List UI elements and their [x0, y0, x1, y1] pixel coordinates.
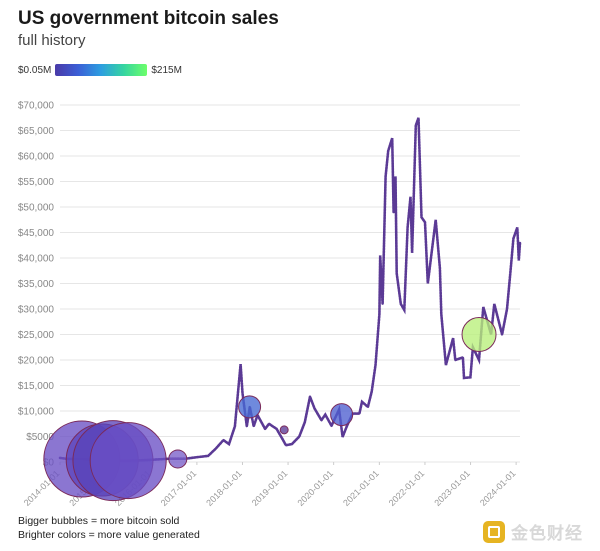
y-tick-label: $55,000: [18, 177, 55, 188]
legend-gradient-bar: [55, 64, 148, 76]
price-series-line: [58, 117, 522, 462]
y-tick-label: $50,000: [18, 203, 55, 214]
legend-min-label: $0.05M: [18, 64, 52, 76]
watermark-text: 金色财经: [511, 524, 583, 543]
watermark: 金色财经: [483, 519, 583, 544]
x-tick-label: 2017-01-01: [159, 468, 199, 508]
y-tick-label: $10,000: [18, 407, 55, 418]
y-tick-label: $25,000: [18, 330, 55, 341]
y-tick-label: $20,000: [18, 356, 55, 367]
y-tick-label: $30,000: [18, 305, 55, 316]
jinse-logo-icon: [483, 520, 505, 543]
x-tick-label: 2020-01-01: [295, 468, 335, 508]
sale-bubble: [238, 395, 262, 419]
color-legend: $0.05M $215M: [18, 62, 182, 78]
sale-bubble: [461, 317, 497, 352]
sale-bubble: [168, 449, 188, 469]
y-tick-label: $35,000: [18, 279, 55, 290]
x-tick-label: 2024-01-01: [478, 468, 518, 508]
chart-title: US government bitcoin sales: [18, 8, 279, 29]
price-chart: $0$5000$10,000$15,000$20,000$25,000$30,0…: [18, 101, 522, 508]
note-bubble-size: Bigger bubbles = more bitcoin sold: [18, 515, 180, 527]
y-tick-label: $40,000: [18, 254, 55, 265]
chart-notes: Bigger bubbles = more bitcoin sold Brigh…: [18, 514, 200, 542]
x-tick-label: 2019-01-01: [250, 468, 290, 508]
note-bubble-color: Brighter colors = more value generated: [18, 529, 200, 541]
sale-bubble: [89, 422, 167, 500]
chart-subtitle: full history: [18, 32, 86, 49]
sale-bubble: [330, 403, 354, 427]
legend-max-label: $215M: [151, 64, 182, 76]
x-tick-label: 2021-01-01: [341, 468, 381, 508]
y-tick-label: $70,000: [18, 101, 55, 112]
y-tick-label: $15,000: [18, 381, 55, 392]
x-tick-label: 2023-01-01: [432, 468, 472, 508]
y-tick-label: $65,000: [18, 126, 55, 137]
x-tick-label: 2018-01-01: [204, 468, 244, 508]
x-tick-label: 2022-01-01: [387, 468, 427, 508]
y-tick-label: $5000: [26, 432, 54, 443]
y-tick-label: $45,000: [18, 228, 55, 239]
sale-bubble: [279, 425, 289, 435]
y-tick-label: $60,000: [18, 152, 55, 163]
